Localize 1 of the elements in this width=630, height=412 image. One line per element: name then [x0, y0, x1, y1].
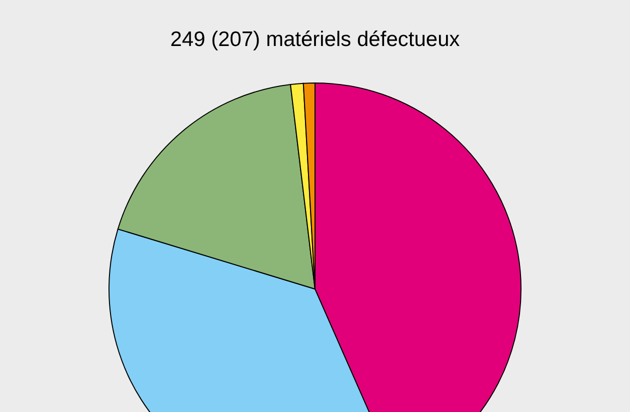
chart-title: 249 (207) matériels défectueux — [170, 28, 460, 51]
